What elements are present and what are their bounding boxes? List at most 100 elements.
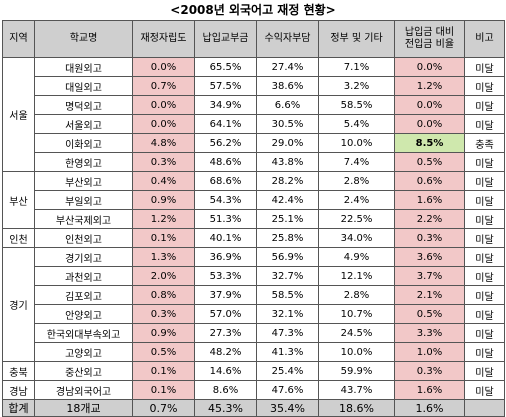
note-cell: 미달: [464, 114, 505, 134]
ratio-cell: 2.2%: [394, 209, 465, 229]
total-label: 합계: [2, 399, 35, 417]
school-name-cell: 인천외고: [34, 228, 133, 248]
ratio-cell: 8.5%: [394, 133, 465, 153]
school-name-cell: 대원외고: [34, 57, 133, 77]
ratio-cell: 0.3%: [394, 361, 465, 381]
self-reliance-cell: 0.3%: [132, 152, 195, 172]
note-cell: 미달: [464, 228, 505, 248]
self-reliance-cell: 0.9%: [132, 323, 195, 343]
ratio-cell: 2.1%: [394, 285, 465, 305]
government-cell: 2.8%: [318, 171, 395, 191]
note-cell: 미달: [464, 323, 505, 343]
note-cell: 미달: [464, 171, 505, 191]
ratio-cell: 0.3%: [394, 228, 465, 248]
ratio-cell: 0.5%: [394, 152, 465, 172]
tuition-cell: 36.9%: [194, 247, 257, 267]
government-cell: 2.8%: [318, 285, 395, 305]
header-government: 정부 및 기타: [318, 20, 395, 58]
tuition-cell: 54.3%: [194, 190, 257, 210]
self-reliance-cell: 2.0%: [132, 266, 195, 286]
self-reliance-cell: 0.0%: [132, 95, 195, 115]
header-tuition: 납입교부금: [194, 20, 257, 58]
tuition-cell: 48.6%: [194, 152, 257, 172]
region-cell: 경기: [2, 247, 35, 362]
total-note: [464, 399, 505, 417]
school-name-cell: 과천외고: [34, 266, 133, 286]
note-cell: 미달: [464, 361, 505, 381]
total-row: 합계 18개교 0.7% 45.3% 35.4% 18.6% 1.6%: [2, 399, 505, 417]
self-reliance-cell: 0.1%: [132, 361, 195, 381]
school-name-cell: 김포외고: [34, 285, 133, 305]
table-row: 경남 경남외국어고 0.1% 8.6% 47.6% 43.7% 1.6% 미달: [2, 380, 505, 400]
ratio-cell: 1.0%: [394, 342, 465, 362]
tuition-cell: 34.9%: [194, 95, 257, 115]
header-ratio-line1: 납입금 대비: [404, 27, 455, 38]
school-name-cell: 명덕외고: [34, 95, 133, 115]
total-government: 18.6%: [318, 399, 395, 417]
self-reliance-cell: 0.3%: [132, 304, 195, 324]
table-row: 고양외고 0.5% 48.2% 41.3% 10.0% 1.0% 미달: [3, 342, 505, 362]
ratio-cell: 0.0%: [394, 57, 465, 77]
tuition-cell: 27.3%: [194, 323, 257, 343]
beneficiary-cell: 56.9%: [256, 247, 319, 267]
tuition-cell: 8.6%: [194, 380, 257, 400]
tuition-cell: 37.9%: [194, 285, 257, 305]
total-school-count: 18개교: [34, 399, 133, 417]
beneficiary-cell: 28.2%: [256, 171, 319, 191]
table-row: 명덕외고 0.0% 34.9% 6.6% 58.5% 0.0% 미달: [3, 95, 505, 115]
ratio-cell: 0.0%: [394, 95, 465, 115]
government-cell: 7.4%: [318, 152, 395, 172]
table-row: 대일외고 0.7% 57.5% 38.6% 3.2% 1.2% 미달: [3, 76, 505, 96]
self-reliance-cell: 0.9%: [132, 190, 195, 210]
government-cell: 4.9%: [318, 247, 395, 267]
beneficiary-cell: 25.1%: [256, 209, 319, 229]
note-cell: 미달: [464, 342, 505, 362]
note-cell: 미달: [464, 266, 505, 286]
header-note: 비고: [464, 20, 505, 58]
beneficiary-cell: 30.5%: [256, 114, 319, 134]
self-reliance-cell: 0.4%: [132, 171, 195, 191]
beneficiary-cell: 41.3%: [256, 342, 319, 362]
tuition-cell: 40.1%: [194, 228, 257, 248]
note-cell: 미달: [464, 190, 505, 210]
tuition-cell: 57.0%: [194, 304, 257, 324]
government-cell: 12.1%: [318, 266, 395, 286]
government-cell: 22.5%: [318, 209, 395, 229]
school-name-cell: 부산국제외고: [34, 209, 133, 229]
ratio-cell: 3.7%: [394, 266, 465, 286]
government-cell: 10.0%: [318, 133, 395, 153]
note-cell: 미달: [464, 247, 505, 267]
tuition-cell: 68.6%: [194, 171, 257, 191]
beneficiary-cell: 25.4%: [256, 361, 319, 381]
self-reliance-cell: 4.8%: [132, 133, 195, 153]
government-cell: 34.0%: [318, 228, 395, 248]
government-cell: 58.5%: [318, 95, 395, 115]
table-row: 안양외고 0.3% 57.0% 32.1% 10.7% 0.5% 미달: [3, 304, 505, 324]
school-name-cell: 고양외고: [34, 342, 133, 362]
ratio-cell: 1.6%: [394, 380, 465, 400]
government-cell: 43.7%: [318, 380, 395, 400]
table-row: 충북 중산외고 0.1% 14.6% 25.4% 59.9% 0.3% 미달: [2, 361, 505, 381]
beneficiary-cell: 6.6%: [256, 95, 319, 115]
self-reliance-cell: 0.1%: [132, 228, 195, 248]
school-name-cell: 부산외고: [34, 171, 133, 191]
ratio-cell: 0.0%: [394, 114, 465, 134]
total-ratio: 1.6%: [394, 399, 465, 417]
header-beneficiary: 수익자부담: [256, 20, 319, 58]
note-cell: 미달: [464, 304, 505, 324]
table-row: 한국외대부속외고 0.9% 27.3% 47.3% 24.5% 3.3% 미달: [3, 323, 505, 343]
note-cell: 미달: [464, 95, 505, 115]
beneficiary-cell: 43.8%: [256, 152, 319, 172]
government-cell: 5.4%: [318, 114, 395, 134]
self-reliance-cell: 0.8%: [132, 285, 195, 305]
school-name-cell: 부일외고: [34, 190, 133, 210]
school-name-cell: 중산외고: [34, 361, 133, 381]
school-name-cell: 서울외고: [34, 114, 133, 134]
tuition-cell: 65.5%: [194, 57, 257, 77]
table-row: 김포외고 0.8% 37.9% 58.5% 2.8% 2.1% 미달: [3, 285, 505, 305]
table-row: 이화외고 4.8% 56.2% 29.0% 10.0% 8.5% 충족: [3, 133, 505, 153]
ratio-cell: 3.6%: [394, 247, 465, 267]
note-cell: 미달: [464, 76, 505, 96]
ratio-cell: 1.2%: [394, 76, 465, 96]
school-name-cell: 한영외고: [34, 152, 133, 172]
